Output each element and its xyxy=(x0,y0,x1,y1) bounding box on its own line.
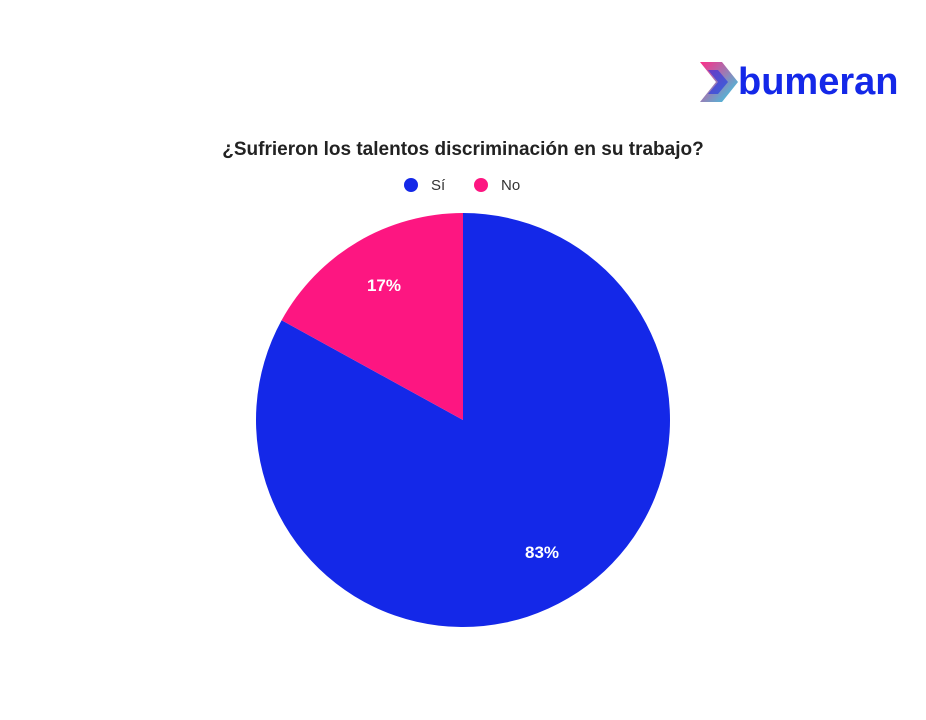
legend-label: Sí xyxy=(431,177,446,194)
brand-logo: bumeran xyxy=(700,61,898,103)
brand-name: bumeran xyxy=(738,61,898,103)
pie-slice xyxy=(281,213,463,420)
slice-label: 17% xyxy=(367,276,401,295)
legend-marker xyxy=(474,178,488,192)
pie-slice xyxy=(255,213,670,627)
legend-marker xyxy=(404,178,418,192)
logo-chevron-inner xyxy=(708,70,728,94)
legend-label: No xyxy=(501,177,520,194)
slice-label: 83% xyxy=(525,543,559,562)
chart-title: ¿Sufrieron los talentos discriminación e… xyxy=(222,139,703,160)
